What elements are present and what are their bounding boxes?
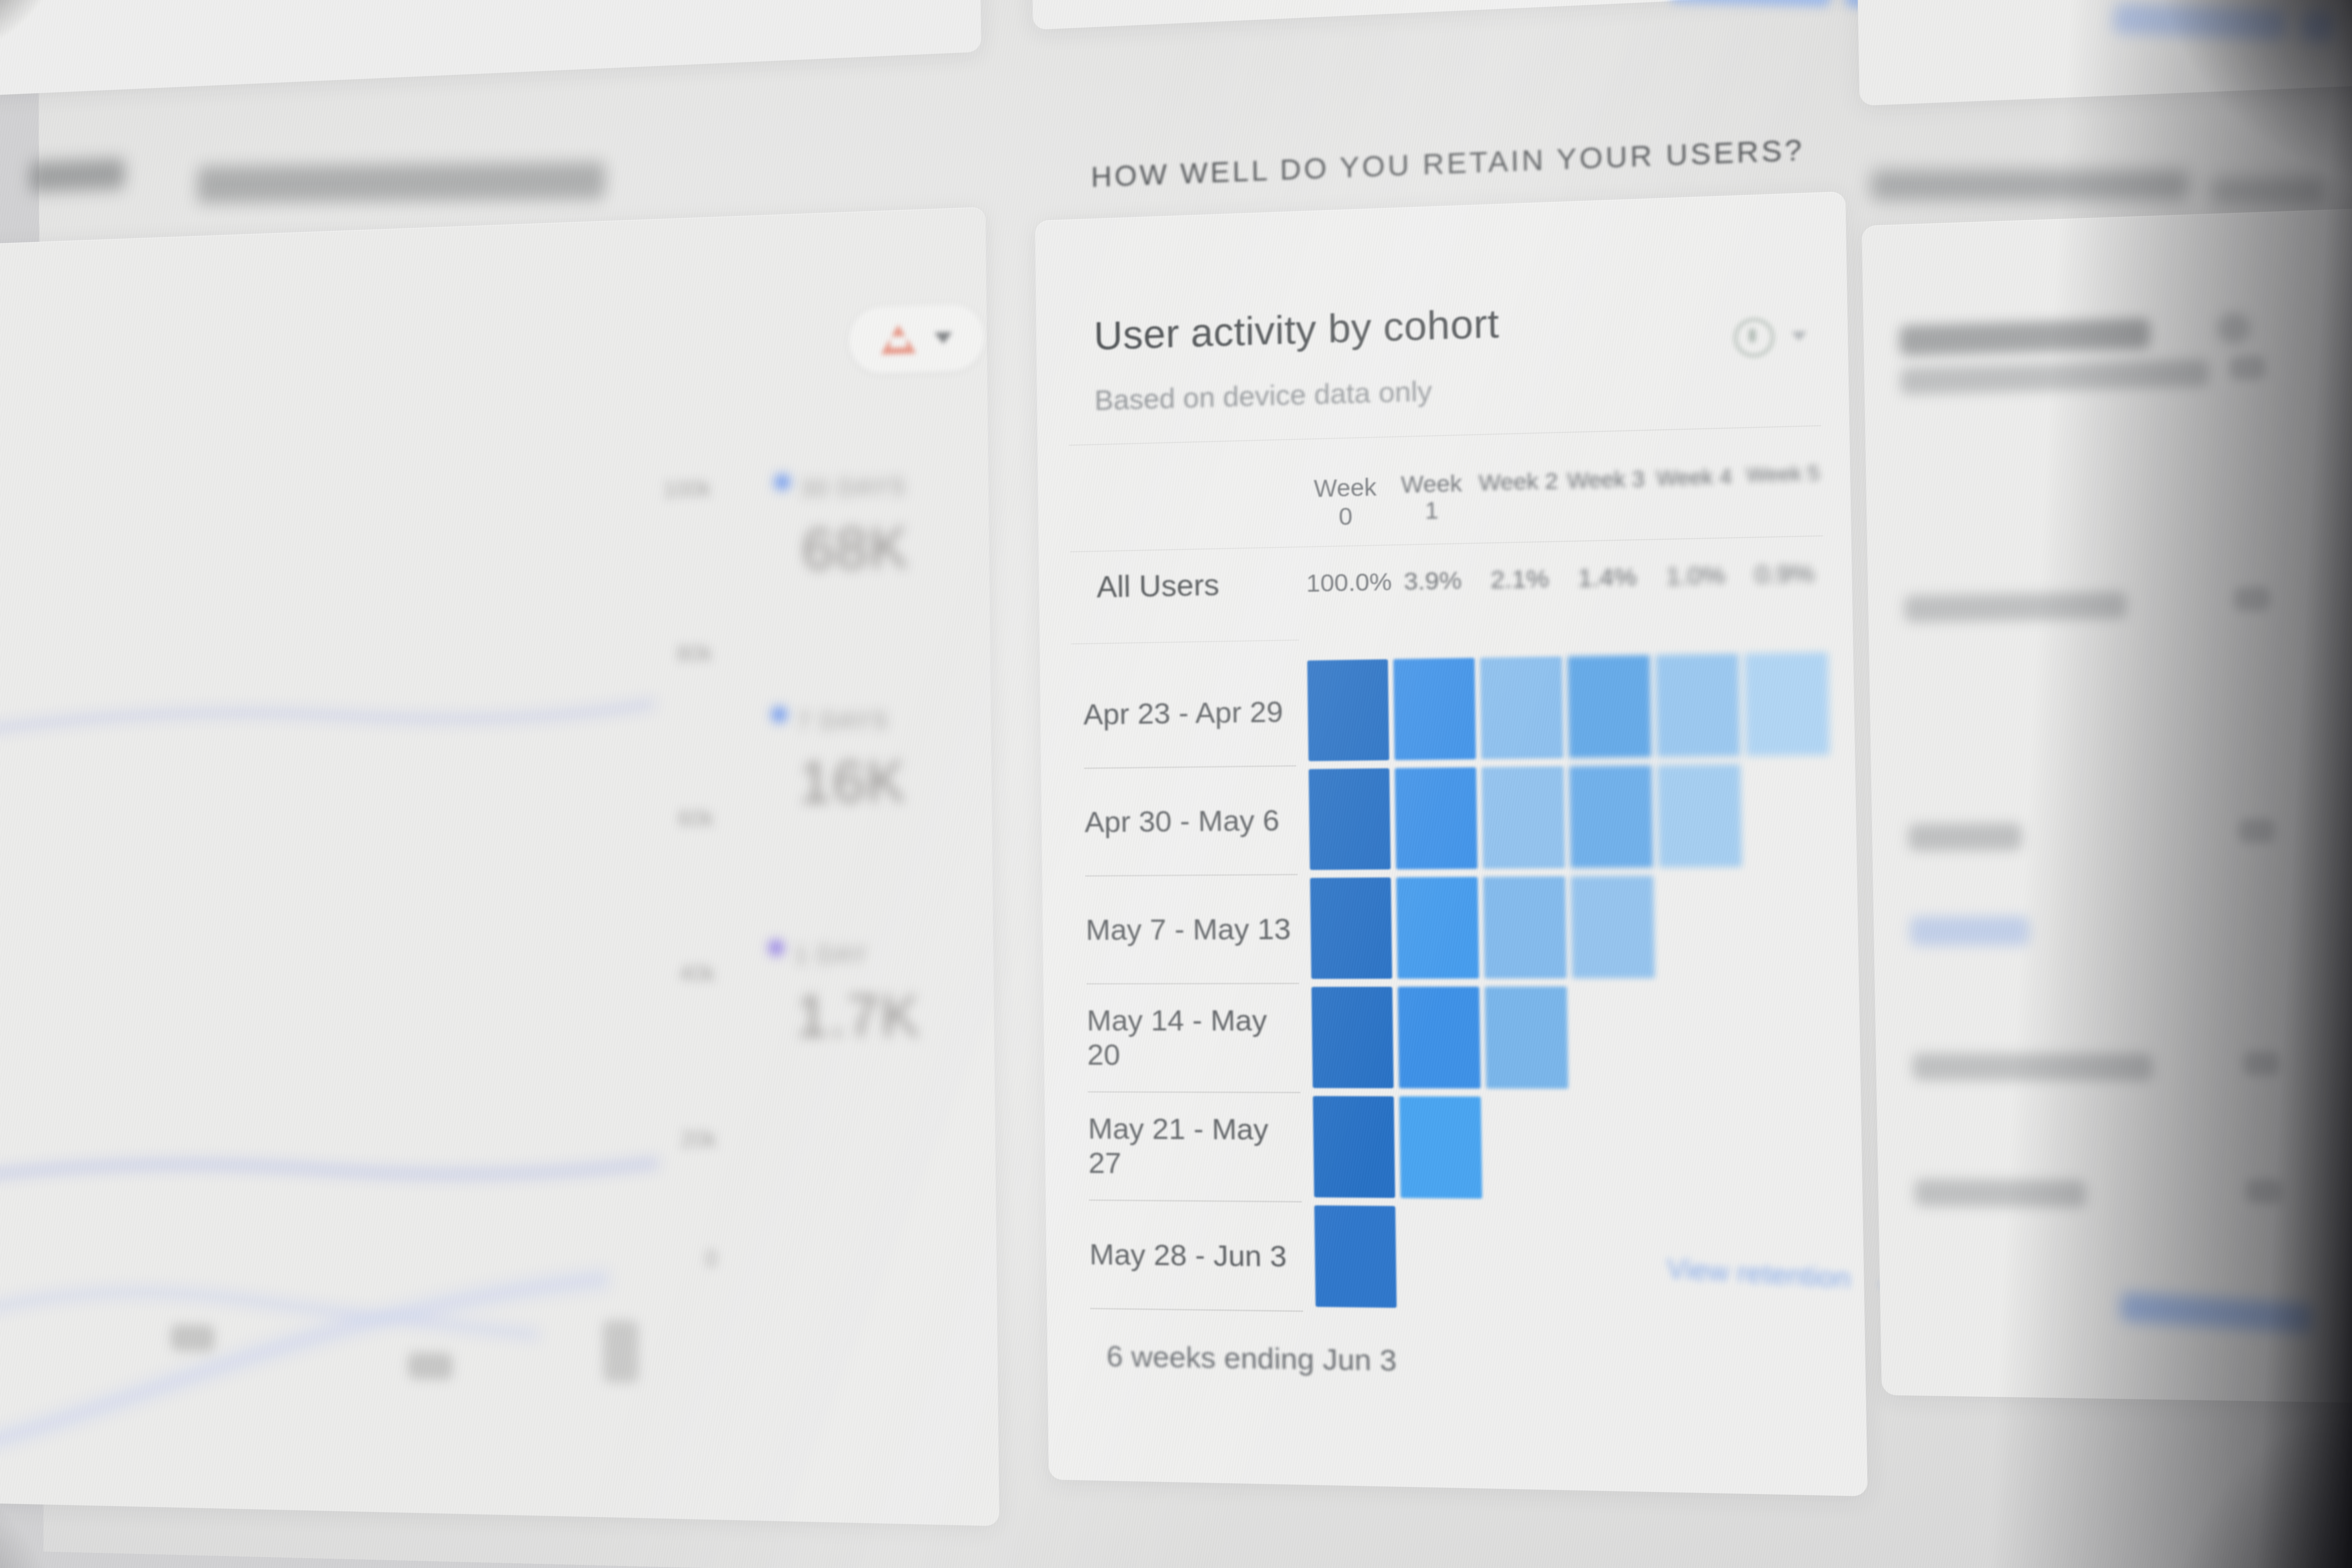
cohort-cell[interactable] <box>1480 656 1563 759</box>
cohort-cell[interactable] <box>1397 986 1481 1089</box>
cohort-cell[interactable] <box>1570 875 1655 979</box>
cohort-cell[interactable] <box>1394 767 1478 870</box>
right-section-header-blurred <box>1870 169 2190 201</box>
left-section-header-blurred <box>197 161 606 203</box>
top-left-partial-card <box>0 0 982 96</box>
cohort-cell[interactable] <box>1481 766 1565 869</box>
list-item-label-blurred[interactable] <box>1912 1053 2153 1081</box>
cohort-cell[interactable] <box>1567 655 1652 758</box>
cohort-cell[interactable] <box>1399 1096 1482 1199</box>
all-users-label: All Users <box>1096 567 1220 604</box>
right-section-header-blurred <box>2209 177 2326 205</box>
cohort-cell[interactable] <box>1310 877 1392 979</box>
arrow-icon <box>2300 10 2335 43</box>
cohort-footnote: 6 weeks ending Jun 3 <box>1106 1339 1397 1378</box>
cohort-cell[interactable] <box>1308 768 1391 870</box>
x-axis-tick-blurred <box>408 1352 453 1380</box>
week-header-4: Week 4 <box>1656 464 1732 491</box>
cohort-cell[interactable] <box>1307 659 1390 761</box>
insights-icon <box>1734 317 1775 358</box>
all-users-value-4: 1.0% <box>1666 560 1726 591</box>
cohort-row-label: Apr 30 - May 6 <box>1084 803 1280 838</box>
all-users-value-2: 2.1% <box>1490 564 1549 594</box>
list-item-label-blurred[interactable] <box>1908 823 2023 851</box>
cohort-cell[interactable] <box>1396 876 1479 979</box>
x-axis-tick-blurred <box>603 1320 639 1383</box>
left-section-header-blurred <box>29 158 125 193</box>
all-users-value-3: 1.4% <box>1578 562 1637 592</box>
insights-control[interactable] <box>1734 316 1809 358</box>
all-users-value-5: 0.9% <box>1755 558 1815 589</box>
list-item-value-blurred <box>2243 1051 2280 1076</box>
cohort-cell[interactable] <box>1744 652 1830 756</box>
list-item-value-blurred <box>2229 355 2266 381</box>
week-header-3: Week 3 <box>1567 466 1645 493</box>
cohort-row-label: Apr 23 - Apr 29 <box>1083 694 1283 731</box>
week-header-5: Week 5 <box>1746 462 1820 487</box>
all-users-value-0: 100.0% <box>1306 567 1392 597</box>
cohort-cell[interactable] <box>1484 986 1569 1089</box>
week-header-2: Week 2 <box>1478 468 1558 496</box>
cohort-cell[interactable] <box>1655 653 1740 757</box>
cohort-row-label: May 21 - May 27 <box>1088 1112 1269 1180</box>
cohort-row-label: May 7 - May 13 <box>1085 911 1291 946</box>
list-item-label-blurred[interactable] <box>1914 1179 2087 1208</box>
cohort-cell[interactable] <box>1657 764 1743 868</box>
trend-lines-chart <box>0 207 999 1526</box>
cohort-cell[interactable] <box>1483 876 1567 979</box>
cohort-cell[interactable] <box>1311 987 1394 1089</box>
list-item-label-blurred[interactable] <box>1904 591 2127 623</box>
cohort-cell[interactable] <box>1393 658 1476 760</box>
week-header-0: Week 0 <box>1314 473 1377 530</box>
chevron-down-icon <box>1791 331 1807 341</box>
cohort-cell[interactable] <box>1314 1205 1397 1308</box>
list-item-sublabel-blurred <box>1910 916 2030 946</box>
cohort-cell[interactable] <box>1313 1096 1395 1198</box>
cohort-cell[interactable] <box>1569 765 1654 869</box>
week-header-1: Week 1 <box>1401 470 1463 525</box>
cohort-row-label: May 28 - Jun 3 <box>1089 1237 1287 1273</box>
list-item-value-blurred <box>2233 586 2271 611</box>
section-header: HOW WELL DO YOU RETAIN YOUR USERS? <box>1090 133 1805 194</box>
list-item-value-blurred <box>2238 818 2275 844</box>
cohort-row-label: May 14 - May 20 <box>1086 1003 1267 1072</box>
list-item-value-blurred <box>2245 1179 2283 1204</box>
all-users-value-1: 3.9% <box>1403 566 1462 595</box>
x-axis-tick-blurred <box>170 1324 215 1352</box>
